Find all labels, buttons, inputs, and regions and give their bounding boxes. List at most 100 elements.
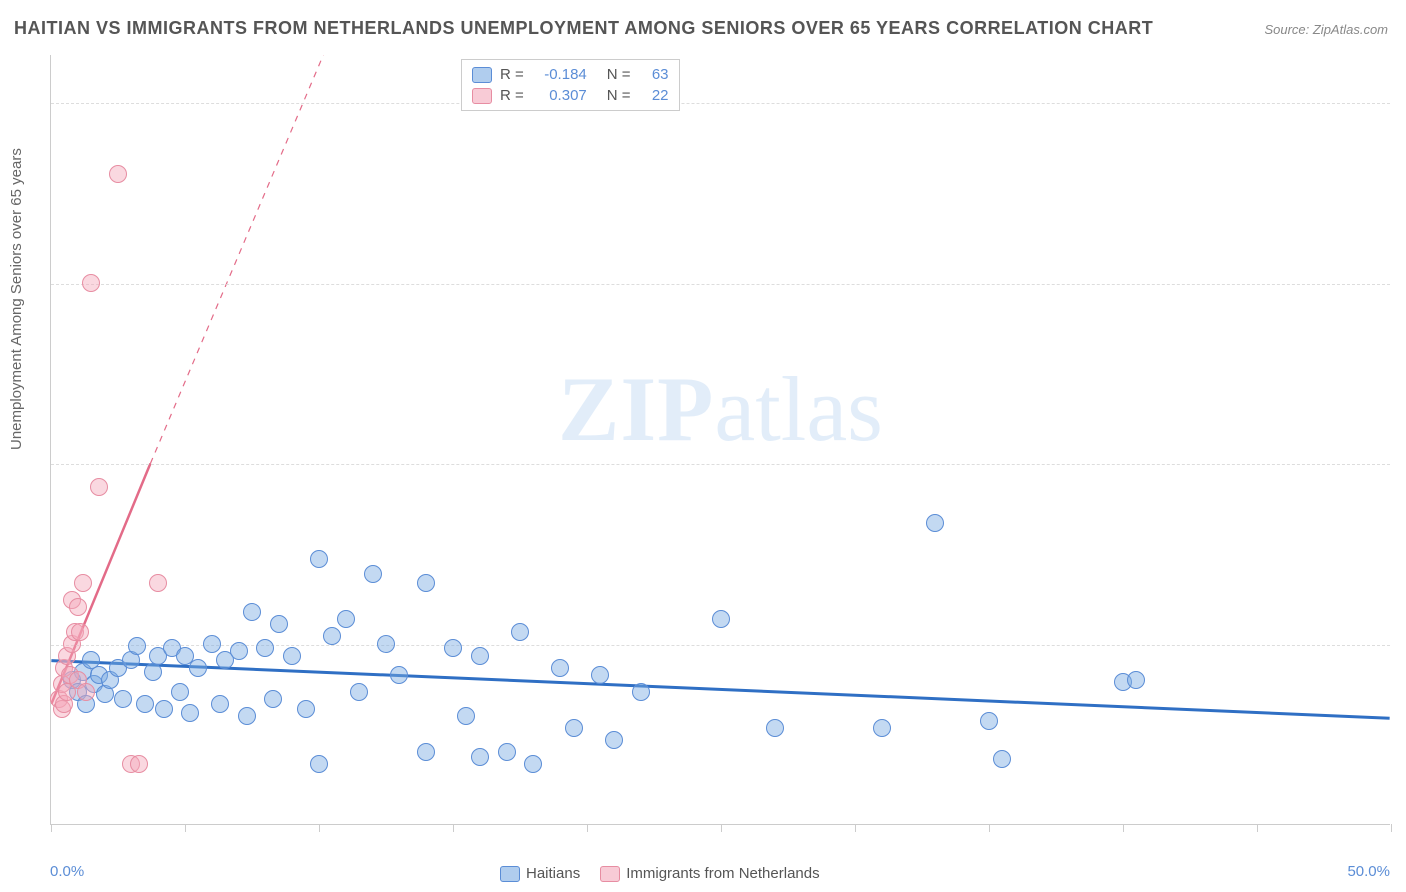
data-point: [591, 666, 609, 684]
data-point: [297, 700, 315, 718]
data-point: [90, 478, 108, 496]
n-label: N =: [607, 66, 631, 83]
correlation-legend: R = -0.184 N = 63 R = 0.307 N = 22: [461, 59, 680, 111]
data-point: [189, 659, 207, 677]
legend-label: Haitians: [526, 865, 580, 882]
gridline: [51, 645, 1390, 646]
swatch-pink: [472, 88, 492, 104]
data-point: [136, 695, 154, 713]
x-tick: [1391, 824, 1392, 832]
r-value-netherlands: 0.307: [532, 87, 587, 104]
data-point: [310, 550, 328, 568]
x-tick: [453, 824, 454, 832]
r-value-haitians: -0.184: [532, 66, 587, 83]
data-point: [457, 707, 475, 725]
data-point: [873, 719, 891, 737]
data-point: [551, 659, 569, 677]
data-point: [417, 743, 435, 761]
x-tick: [855, 824, 856, 832]
y-tick-label: 7.5%: [1395, 636, 1406, 653]
swatch-blue: [500, 866, 520, 882]
data-point: [310, 755, 328, 773]
data-point: [377, 635, 395, 653]
r-label: R =: [500, 66, 524, 83]
legend-label: Immigrants from Netherlands: [626, 865, 819, 882]
data-point: [565, 719, 583, 737]
data-point: [632, 683, 650, 701]
data-point: [926, 514, 944, 532]
data-point: [417, 574, 435, 592]
legend-item-netherlands: Immigrants from Netherlands: [600, 865, 819, 882]
data-point: [238, 707, 256, 725]
data-point: [605, 731, 623, 749]
gridline: [51, 103, 1390, 104]
n-value-haitians: 63: [639, 66, 669, 83]
data-point: [155, 700, 173, 718]
data-point: [82, 274, 100, 292]
data-point: [128, 637, 146, 655]
x-tick: [989, 824, 990, 832]
data-point: [1127, 671, 1145, 689]
data-point: [511, 623, 529, 641]
data-point: [264, 690, 282, 708]
data-point: [498, 743, 516, 761]
data-point: [109, 165, 127, 183]
data-point: [766, 719, 784, 737]
x-tick: [185, 824, 186, 832]
x-tick: [587, 824, 588, 832]
data-point: [390, 666, 408, 684]
data-point: [71, 623, 89, 641]
data-point: [524, 755, 542, 773]
data-point: [364, 565, 382, 583]
legend-row-netherlands: R = 0.307 N = 22: [472, 85, 669, 106]
y-axis-label: Unemployment Among Seniors over 65 years: [8, 148, 25, 450]
chart-title: HAITIAN VS IMMIGRANTS FROM NETHERLANDS U…: [14, 18, 1153, 39]
data-point: [712, 610, 730, 628]
data-point: [230, 642, 248, 660]
data-point: [283, 647, 301, 665]
data-point: [149, 574, 167, 592]
data-point: [74, 574, 92, 592]
x-tick: [1257, 824, 1258, 832]
scatter-plot-area: ZIPatlas R = -0.184 N = 63 R = 0.307 N =…: [50, 55, 1390, 825]
x-axis-max-label: 50.0%: [1347, 863, 1390, 880]
r-label: R =: [500, 87, 524, 104]
data-point: [77, 683, 95, 701]
data-point: [114, 690, 132, 708]
x-tick: [319, 824, 320, 832]
swatch-pink: [600, 866, 620, 882]
data-point: [980, 712, 998, 730]
watermark: ZIPatlas: [558, 356, 883, 462]
legend-row-haitians: R = -0.184 N = 63: [472, 64, 669, 85]
data-point: [471, 748, 489, 766]
data-point: [144, 663, 162, 681]
swatch-blue: [472, 67, 492, 83]
source-attribution: Source: ZipAtlas.com: [1264, 22, 1388, 37]
data-point: [203, 635, 221, 653]
x-axis-min-label: 0.0%: [50, 863, 84, 880]
x-tick: [1123, 824, 1124, 832]
data-point: [256, 639, 274, 657]
y-tick-label: 22.5%: [1395, 275, 1406, 292]
y-tick-label: 15.0%: [1395, 456, 1406, 473]
data-point: [350, 683, 368, 701]
data-point: [323, 627, 341, 645]
data-point: [243, 603, 261, 621]
data-point: [337, 610, 355, 628]
gridline: [51, 284, 1390, 285]
data-point: [171, 683, 189, 701]
x-tick: [51, 824, 52, 832]
data-point: [270, 615, 288, 633]
data-point: [993, 750, 1011, 768]
data-point: [471, 647, 489, 665]
data-point: [211, 695, 229, 713]
n-label: N =: [607, 87, 631, 104]
series-legend: Haitians Immigrants from Netherlands: [500, 865, 820, 882]
data-point: [181, 704, 199, 722]
legend-item-haitians: Haitians: [500, 865, 580, 882]
x-tick: [721, 824, 722, 832]
data-point: [130, 755, 148, 773]
data-point: [444, 639, 462, 657]
y-tick-label: 30.0%: [1395, 95, 1406, 112]
n-value-netherlands: 22: [639, 87, 669, 104]
